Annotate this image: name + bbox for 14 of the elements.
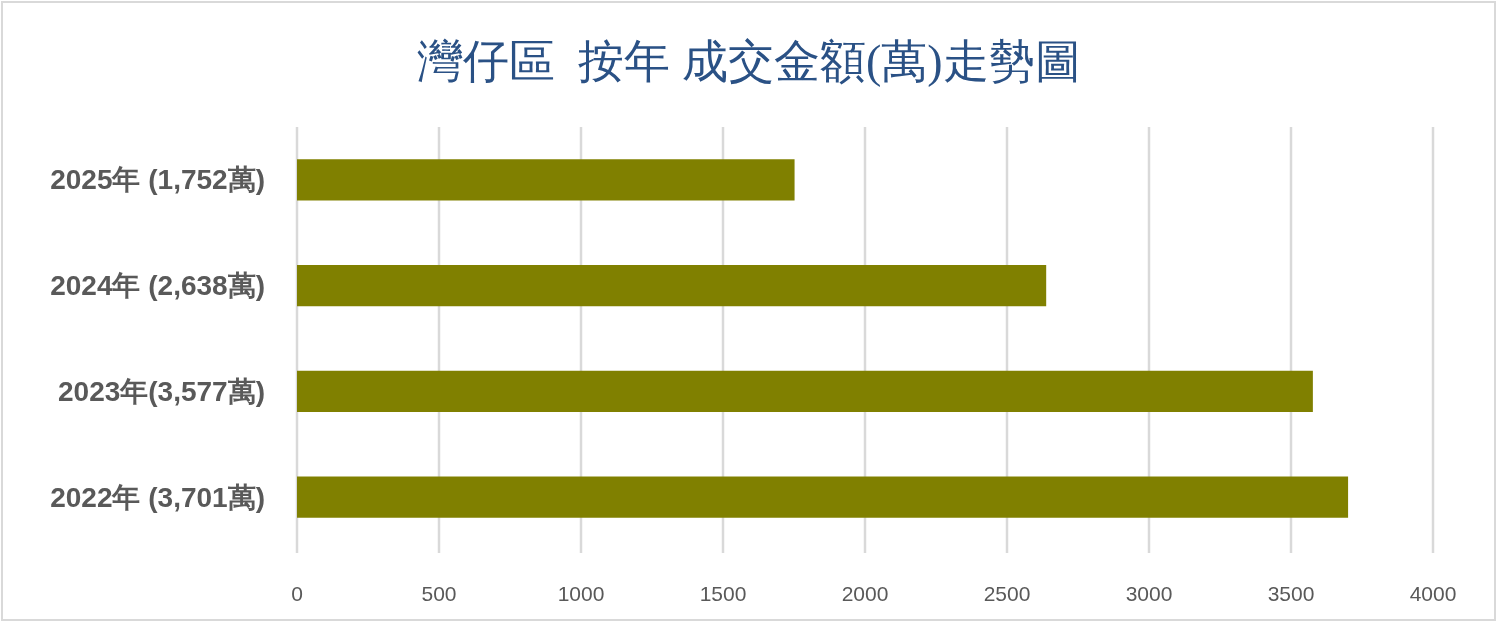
y-tick-label: 2022年 (3,701萬): [50, 481, 265, 513]
x-tick-label: 4000: [1409, 581, 1457, 605]
y-tick-label: 2025年 (1,752萬): [50, 164, 265, 196]
x-tick-label: 3500: [1267, 581, 1315, 605]
x-tick-label: 2500: [983, 581, 1031, 605]
x-tick-label: 3000: [1125, 581, 1173, 605]
y-tick-label: 2023年(3,577萬): [57, 375, 265, 407]
x-tick-label: 0: [291, 581, 303, 605]
x-tick-label: 1500: [699, 581, 747, 605]
x-tick-label: 1000: [557, 581, 605, 605]
x-tick-label: 2000: [841, 581, 889, 605]
y-tick-label: 2024年 (2,638萬): [50, 270, 265, 302]
chart-title: 灣仔區 按年 成交金額(萬)走勢圖: [417, 36, 1081, 87]
x-tick-label: 500: [421, 581, 457, 605]
